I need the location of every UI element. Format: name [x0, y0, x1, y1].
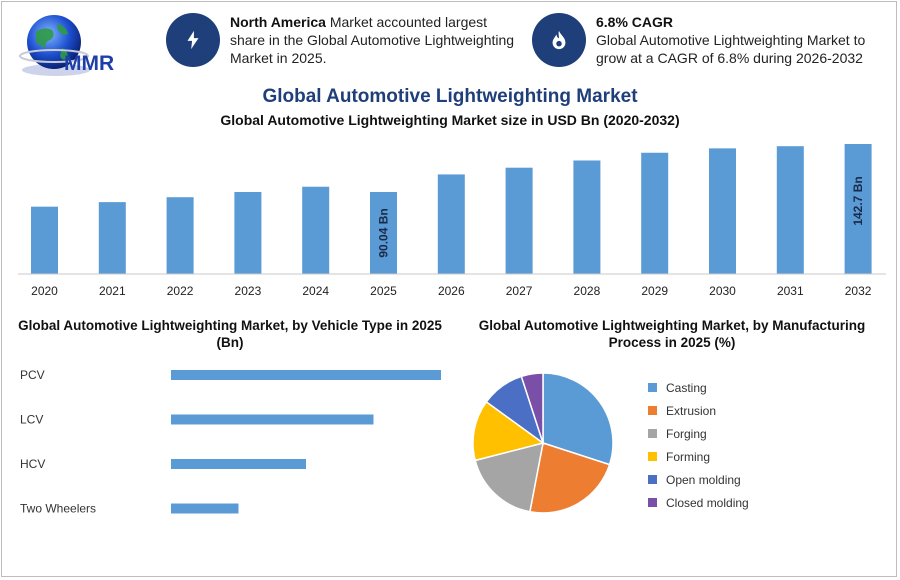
pie-legend: Casting Extrusion Forging Forming Open moldi… — [648, 376, 749, 514]
legend-label: Open molding — [666, 472, 741, 487]
bar-2029 — [641, 152, 669, 274]
legend-label: Forging — [666, 426, 707, 441]
pie-slice-casting — [542, 372, 614, 466]
bar-2023 — [234, 192, 262, 274]
bar-2031 — [776, 146, 804, 274]
x-tick-2022: 2022 — [167, 284, 194, 298]
legend-swatch — [648, 383, 657, 392]
manufacturing-process-title: Global Automotive Lightweighting Market,… — [478, 318, 866, 350]
legend-label: Casting — [666, 380, 707, 395]
category-label-pcv: PCV — [20, 368, 45, 382]
category-label-lcv: LCV — [20, 413, 43, 427]
legend-item-casting: Casting — [648, 376, 749, 399]
legend-label: Closed molding — [666, 495, 749, 510]
legend-swatch — [648, 498, 657, 507]
x-tick-2023: 2023 — [235, 284, 262, 298]
x-tick-2031: 2031 — [777, 284, 804, 298]
x-tick-2025: 2025 — [370, 284, 397, 298]
lightning-icon — [166, 13, 220, 67]
legend-label: Forming — [666, 449, 711, 464]
bar-2026 — [437, 174, 465, 274]
bar-chart-title: Global Automotive Lightweighting Market … — [220, 112, 680, 128]
pie-slice-closed-molding — [520, 372, 544, 444]
vehicle-type-bar-chart: PCV LCV HCV Two Wheelers — [20, 368, 441, 516]
legend-label: Extrusion — [666, 403, 717, 418]
mmr-logo: MMR — [19, 15, 114, 76]
main-title: Global Automotive Lightweighting Market — [262, 86, 638, 107]
legend-swatch — [648, 475, 657, 484]
fact2-highlight: 6.8% CAGR — [596, 14, 674, 30]
fact-north-america: North America Market accounted largest s… — [166, 13, 526, 67]
legend-swatch — [648, 406, 657, 415]
bar-2021 — [98, 202, 126, 274]
manufacturing-process-pie-chart — [472, 372, 614, 514]
bar-2030 — [709, 148, 736, 274]
pie-slice-forming — [472, 400, 545, 462]
fact1-highlight: North America — [230, 14, 326, 30]
category-label-hcv: HCV — [20, 457, 45, 471]
x-tick-2024: 2024 — [302, 284, 329, 298]
bar-2027 — [505, 167, 533, 274]
market-size-bar-chart: 2020 2021 2022 2023 2024 2025 2026 2027 2028 2029… — [18, 144, 886, 298]
legend-swatch — [648, 429, 657, 438]
bar-2028 — [573, 160, 601, 274]
fact-cagr: 6.8% CAGR Global Automotive Lightweightin… — [532, 13, 882, 67]
x-tick-2027: 2027 — [506, 284, 533, 298]
legend-item-closed-molding: Closed molding — [648, 491, 749, 514]
x-tick-2030: 2030 — [709, 284, 736, 298]
bar-2032 — [844, 144, 872, 274]
x-tick-2021: 2021 — [99, 284, 126, 298]
data-label-2025: 90.04 Bn — [377, 208, 391, 257]
legend-item-forging: Forging — [648, 422, 749, 445]
pie-slice-forging — [474, 441, 544, 513]
legend-item-forming: Forming — [648, 445, 749, 468]
bar-2020 — [31, 206, 58, 274]
bar-2024 — [302, 186, 330, 274]
x-tick-2020: 2020 — [31, 284, 58, 298]
legend-item-open-molding: Open molding — [648, 468, 749, 491]
hbar-two-wheelers — [171, 503, 239, 514]
hbar-hcv — [171, 459, 306, 469]
pie-slice-extrusion — [529, 442, 611, 514]
hbar-pcv — [171, 370, 441, 380]
data-label-2032: 142.7 Bn — [851, 176, 865, 225]
hbar-lcv — [171, 414, 374, 425]
bar-2022 — [166, 197, 194, 274]
x-tick-2026: 2026 — [438, 284, 465, 298]
fact1-text: Market accounted largest share in the Gl… — [230, 14, 515, 66]
logo-text: MMR — [64, 52, 114, 75]
flame-icon — [532, 13, 586, 67]
bar-2025 — [370, 191, 397, 274]
vehicle-type-title: Global Automotive Lightweighting Market,… — [18, 318, 442, 350]
legend-swatch — [648, 452, 657, 461]
x-tick-2028: 2028 — [574, 284, 601, 298]
legend-item-extrusion: Extrusion — [648, 399, 749, 422]
fact2-text: Global Automotive Lightweighting Market … — [596, 32, 866, 66]
x-tick-2029: 2029 — [641, 284, 668, 298]
category-label-two-wheelers: Two Wheelers — [20, 502, 96, 516]
x-tick-2032: 2032 — [845, 284, 872, 298]
